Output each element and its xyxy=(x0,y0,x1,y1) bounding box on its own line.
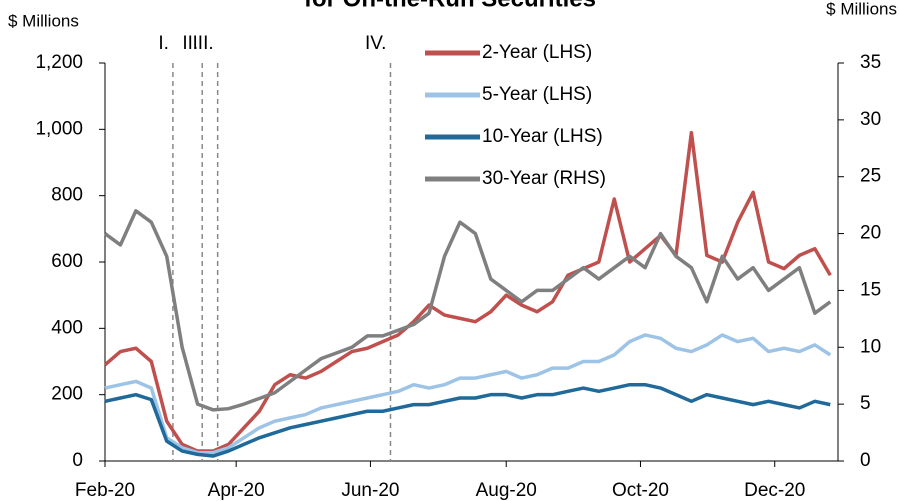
series-line xyxy=(104,382,831,458)
y-tick-label: 400 xyxy=(51,317,83,338)
x-tick-label: Jun-20 xyxy=(341,480,399,501)
y-tick-label: 200 xyxy=(51,384,83,405)
legend-label: 2-Year (LHS) xyxy=(482,42,592,63)
y-tick-label: 0 xyxy=(72,450,83,471)
x-tick-label: Feb-20 xyxy=(75,480,135,501)
legend-label: 10-Year (LHS) xyxy=(482,126,603,147)
x-tick-label: Aug-20 xyxy=(476,480,537,501)
y-tick-label: 1,200 xyxy=(35,52,83,73)
y2-tick-label: 35 xyxy=(860,52,881,73)
y2-axis-label: $ Millions xyxy=(826,0,897,18)
y2-tick-label: 5 xyxy=(860,393,871,414)
y2-tick-label: 15 xyxy=(860,279,881,300)
y-tick-label: 600 xyxy=(51,251,83,272)
event-label: III. xyxy=(193,33,214,54)
y2-tick-label: 20 xyxy=(860,223,881,244)
x-tick-label: Dec-20 xyxy=(744,480,805,501)
x-tick-label: Apr-20 xyxy=(208,480,265,501)
y2-tick-label: 30 xyxy=(860,109,881,130)
y2-tick-label: 0 xyxy=(860,450,871,471)
chart-title: for On-the-Run Securities xyxy=(304,0,596,12)
x-tick-label: Oct-20 xyxy=(612,480,669,501)
legend-label: 30-Year (RHS) xyxy=(482,168,606,189)
event-label: II. xyxy=(182,33,198,54)
series-line xyxy=(103,209,832,412)
legend-label: 5-Year (LHS) xyxy=(482,84,592,105)
y-tick-label: 800 xyxy=(51,185,83,206)
y-tick-label: 1,000 xyxy=(35,118,83,139)
series-line xyxy=(103,130,832,453)
event-label: I. xyxy=(158,33,169,54)
y2-tick-label: 10 xyxy=(860,336,881,357)
event-label: IV. xyxy=(365,33,387,54)
y2-tick-label: 25 xyxy=(860,166,881,187)
y-axis-label: $ Millions xyxy=(8,11,79,30)
series-line xyxy=(104,333,832,455)
